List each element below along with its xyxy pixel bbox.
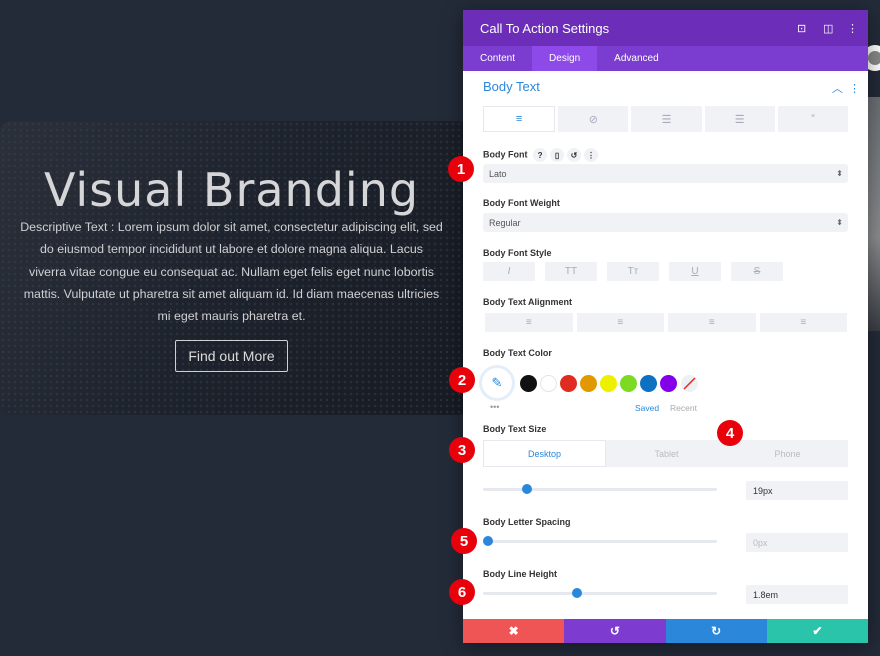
chevron-up-icon[interactable]: ︿ [831,83,843,95]
paragraph-text-tab-icon[interactable]: ≡ [483,106,556,132]
fullscreen-icon[interactable]: ⊡ [797,23,807,35]
sidebar-toggle-icon[interactable]: ◫ [823,23,834,35]
color-swatch[interactable] [600,375,617,392]
color-swatch[interactable] [540,375,557,392]
panel-footer: ✖ ↺ ↻ ✔ [463,619,868,643]
color-swatch[interactable] [620,375,637,392]
recent-colors-tab[interactable]: Recent [670,403,697,413]
settings-panel: Call To Action Settings ⊡ ◫ ⋮ Content De… [463,10,868,643]
tab-phone[interactable]: Phone [727,440,848,467]
quote-tab-icon[interactable]: ” [777,106,849,132]
reset-icon[interactable]: ↺ [567,148,582,162]
capitalize-button[interactable]: Tт [607,262,659,281]
responsive-icon[interactable]: ▯ [550,148,565,162]
step-badge: 1 [448,156,474,182]
ordered-list-tab-icon[interactable]: ☰ [704,106,775,132]
text-type-tabs: ≡ ⊘ ☰ ☰ ” [483,106,849,132]
tab-advanced[interactable]: Advanced [614,53,659,64]
help-icon[interactable]: ? [533,148,548,162]
clear-color-swatch[interactable] [681,375,698,392]
step-badge: 5 [451,528,477,554]
panel-title: Call To Action Settings [480,20,610,36]
underline-button[interactable]: U [669,262,721,281]
step-badge: 3 [449,437,475,463]
color-swatch[interactable] [520,375,537,392]
italic-button[interactable]: I [483,262,535,281]
options-icon[interactable]: ⋮ [584,148,599,162]
saved-colors-tab[interactable]: Saved [635,403,660,413]
alignment-label: Body Text Alignment [483,297,573,307]
slider-handle[interactable] [483,536,493,546]
line-height-slider[interactable] [483,588,717,598]
body-font-label: Body Font ? ▯ ↺ ⋮ [483,148,599,162]
eyedropper-icon[interactable]: ✎ [482,368,512,398]
line-height-input[interactable]: 1.8em [746,585,848,604]
strikethrough-button[interactable]: S [731,262,783,281]
letter-spacing-input[interactable]: 0px [746,533,848,552]
color-swatch[interactable] [660,375,677,392]
more-dots-icon[interactable]: ••• [490,402,500,412]
undo-button[interactable]: ↺ [564,619,666,643]
color-swatch[interactable] [640,375,657,392]
redo-button[interactable]: ↻ [665,619,767,643]
text-size-label: Body Text Size [483,424,547,434]
panel-tabs: Content Design Advanced [463,46,868,71]
link-text-tab-icon[interactable]: ⊘ [558,106,629,132]
text-size-slider[interactable] [483,484,717,494]
line-height-label: Body Line Height [483,569,557,579]
font-weight-select[interactable]: Regular [483,213,848,232]
cta-description: Descriptive Text : Lorem ipsum dolor sit… [20,220,443,324]
text-size-input[interactable]: 19px [746,481,848,500]
step-badge: 4 [717,420,743,446]
tab-tablet[interactable]: Tablet [606,440,727,467]
call-to-action-preview: Visual Branding Descriptive Text : Lorem… [0,121,470,415]
background-image [868,97,880,331]
find-out-more-button[interactable]: Find out More [175,340,288,372]
slider-handle[interactable] [522,484,533,494]
unordered-list-tab-icon[interactable]: ☰ [631,106,702,132]
tab-design[interactable]: Design [532,46,598,71]
slider-handle[interactable] [571,588,582,598]
text-color-label: Body Text Color [483,348,552,358]
font-weight-label: Body Font Weight [483,198,560,208]
save-button[interactable]: ✔ [766,619,868,643]
tab-desktop[interactable]: Desktop [483,440,606,467]
uppercase-button[interactable]: TT [545,262,597,281]
align-right-icon[interactable]: ≡ [668,313,756,332]
step-badge: 2 [449,367,475,393]
letter-spacing-label: Body Letter Spacing [483,517,571,527]
color-swatch[interactable] [560,375,577,392]
more-options-icon[interactable]: ⋮ [847,23,858,35]
step-badge: 6 [449,579,475,605]
cancel-button[interactable]: ✖ [463,619,565,643]
panel-header: Call To Action Settings ⊡ ◫ ⋮ [463,10,868,46]
font-style-label: Body Font Style [483,248,552,258]
cta-title: Visual Branding [43,163,420,217]
section-menu-icon[interactable]: ⋮ [849,83,860,95]
align-justify-icon[interactable]: ≡ [759,313,847,332]
body-font-select[interactable]: Lato [483,164,848,183]
letter-spacing-slider[interactable] [483,536,717,546]
align-left-icon[interactable]: ≡ [485,313,573,332]
tab-content[interactable]: Content [480,53,516,64]
color-swatch[interactable] [580,375,597,392]
section-title[interactable]: Body Text [483,79,540,94]
align-center-icon[interactable]: ≡ [576,313,664,332]
